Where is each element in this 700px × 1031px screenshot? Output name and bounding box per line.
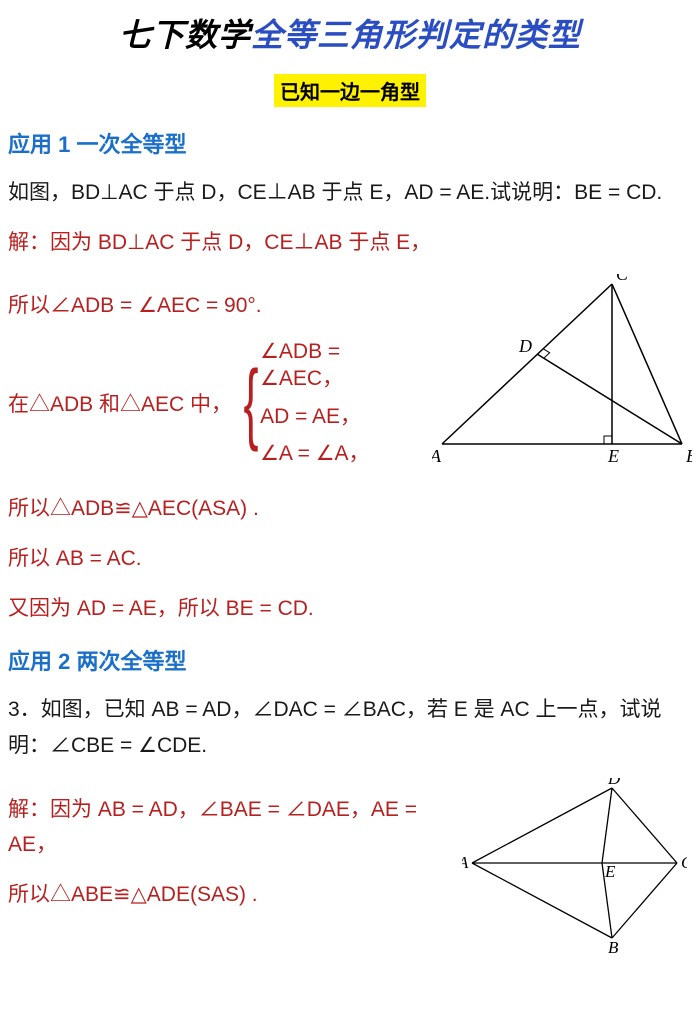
section-head-2: 应用 2 两次全等型: [8, 644, 692, 676]
brace-items: ∠ADB = ∠AEC， AD = AE， ∠A = ∠A，: [260, 338, 422, 467]
section-head-1: 应用 1 一次全等型: [8, 127, 692, 159]
figure-1: A B C D E: [432, 274, 692, 469]
subtitle: 已知一边一角型: [274, 74, 426, 107]
page-title: 七下数学全等三角形判定的类型: [8, 10, 692, 56]
brace-item-2: AD = AE，: [260, 403, 422, 430]
row-figure-1: 所以∠ADB = ∠AEC = 90°. 在△ADB 和△AEC 中， { ∠A…: [8, 274, 692, 477]
brace-item-3: ∠A = ∠A，: [260, 440, 422, 467]
svg-text:B: B: [608, 938, 619, 953]
brace-item-1: ∠ADB = ∠AEC，: [260, 338, 422, 393]
row2-left: 解：因为 AB = AD，∠BAE = ∠DAE，AE = AE， 所以△ABE…: [8, 778, 452, 927]
sol-1-4: 所以 AB = AC.: [8, 541, 692, 577]
sol-1-3: 所以△ADB≌△AEC(ASA) .: [8, 491, 692, 527]
svg-text:B: B: [686, 446, 692, 466]
brace-row: 在△ADB 和△AEC 中， { ∠ADB = ∠AEC， AD = AE， ∠…: [8, 338, 422, 467]
title-part1: 七下数学: [119, 17, 251, 53]
svg-text:A: A: [462, 853, 469, 872]
problem-2: 3．如图，已知 AB = AD，∠DAC = ∠BAC，若 E 是 AC 上一点…: [8, 692, 692, 763]
brace-pre: 在△ADB 和△AEC 中，: [8, 388, 232, 418]
subtitle-wrap: 已知一边一角型: [8, 74, 692, 107]
svg-text:E: E: [604, 862, 616, 881]
svg-text:C: C: [681, 853, 687, 872]
title-part2: 全等三角形判定的类型: [251, 17, 581, 53]
svg-text:D: D: [607, 778, 621, 788]
sol-1-5: 又因为 AD = AE，所以 BE = CD.: [8, 591, 692, 627]
figure-2-svg: A C D B E: [462, 778, 687, 953]
svg-text:C: C: [616, 274, 629, 284]
problem-1: 如图，BD⊥AC 于点 D，CE⊥AB 于点 E，AD = AE.试说明：BE …: [8, 175, 692, 211]
svg-text:D: D: [518, 336, 532, 356]
row-figure-2: 解：因为 AB = AD，∠BAE = ∠DAE，AE = AE， 所以△ABE…: [8, 778, 692, 953]
svg-text:A: A: [432, 446, 442, 466]
brace-icon: {: [244, 367, 259, 439]
row1-left: 所以∠ADB = ∠AEC = 90°. 在△ADB 和△AEC 中， { ∠A…: [8, 274, 422, 477]
sol-2-1: 解：因为 AB = AD，∠BAE = ∠DAE，AE = AE，: [8, 792, 452, 863]
figure-2: A C D B E: [462, 778, 692, 953]
sol-1-2: 所以∠ADB = ∠AEC = 90°.: [8, 288, 422, 324]
figure-1-svg: A B C D E: [432, 274, 692, 469]
svg-text:E: E: [607, 446, 619, 466]
sol-1-1: 解：因为 BD⊥AC 于点 D，CE⊥AB 于点 E，: [8, 225, 692, 261]
sol-2-2: 所以△ABE≌△ADE(SAS) .: [8, 877, 452, 913]
